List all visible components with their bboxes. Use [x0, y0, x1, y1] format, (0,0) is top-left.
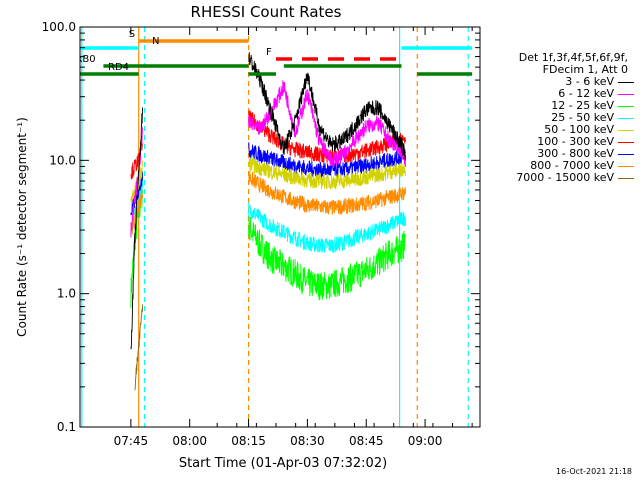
legend-entry: 3 - 6 keV [480, 76, 636, 88]
y-axis-label: Count Rate (s⁻¹ detector segment⁻¹) [15, 117, 29, 337]
x-axis-label: Start Time (01-Apr-03 07:32:02) [179, 456, 387, 471]
series-line-7 [130, 171, 406, 235]
chart-title: RHESSI Count Rates [191, 3, 342, 21]
legend-header-line-1: Det 1f,3f,4f,5f,6f,9f, [518, 51, 628, 64]
legend-entry: 800 - 7000 keV [480, 160, 636, 172]
legend: Det 1f,3f,4f,5f,6f,9f, FDecim 1, Att 0 3… [480, 52, 636, 184]
series-line-8 [134, 304, 144, 391]
timestamp: 16-Oct-2021 21:18 [556, 467, 632, 476]
legend-swatch [618, 117, 634, 119]
legend-entry: 50 - 100 keV [480, 124, 636, 136]
legend-header-line-2: FDecim 1, Att 0 [542, 63, 628, 76]
legend-entry: 100 - 300 keV [480, 136, 636, 148]
status-bar-label-0: S [129, 29, 135, 40]
legend-swatch [618, 81, 634, 83]
axes: 07:45 08:00 08:15 08:30 08:45 09:00 0.1 1.0 10.0… [42, 20, 480, 448]
status-bar-label-4: RB0 [75, 54, 95, 65]
legend-entries: 3 - 6 keV 6 - 12 keV 12 - 25 keV 25 - 50 ke… [480, 76, 636, 184]
y-tick-label-1: 1.0 [57, 287, 76, 301]
legend-swatch [618, 177, 634, 179]
legend-label: 12 - 25 keV [551, 99, 614, 112]
y-tick-label-3: 100.0 [42, 20, 76, 34]
status-bar-label-3: F [266, 47, 272, 58]
x-tick-label-5: 09:00 [408, 434, 443, 448]
x-tick-label-3: 08:30 [290, 434, 325, 448]
x-tick-label-2: 08:15 [231, 434, 266, 448]
legend-label: 25 - 50 keV [551, 111, 614, 124]
legend-label: 3 - 6 keV [565, 75, 614, 88]
legend-swatch [618, 153, 634, 155]
legend-entry: 7000 - 15000 keV [480, 172, 636, 184]
legend-entry: 25 - 50 keV [480, 112, 636, 124]
legend-swatch [618, 141, 634, 143]
legend-swatch [618, 105, 634, 107]
plot-frame [79, 26, 481, 428]
y-tick-label-2: 10.0 [49, 153, 76, 167]
x-tick-label-0: 07:45 [114, 434, 149, 448]
legend-swatch [618, 165, 634, 167]
legend-entry: 6 - 12 keV [480, 88, 636, 100]
legend-label: 50 - 100 keV [544, 123, 614, 136]
status-bar-label-1: N [152, 36, 159, 47]
legend-label: 800 - 7000 keV [530, 159, 614, 172]
series-layer: S N F RB0 RD4 [75, 27, 473, 427]
legend-label: 6 - 12 keV [558, 87, 614, 100]
x-tick-label-1: 08:00 [172, 434, 207, 448]
series-line-0 [130, 52, 406, 350]
status-bar-label-7: RD4 [108, 62, 129, 73]
legend-swatch [618, 129, 634, 131]
y-tick-label-0: 0.1 [57, 420, 76, 434]
legend-entry: 300 - 800 keV [480, 148, 636, 160]
plot-area: S N F RB0 RD4 [75, 27, 473, 427]
x-tick-label-4: 08:45 [349, 434, 384, 448]
legend-swatch [618, 93, 634, 95]
legend-label: 7000 - 15000 keV [516, 171, 614, 184]
legend-label: 300 - 800 keV [537, 147, 614, 160]
legend-label: 100 - 300 keV [537, 135, 614, 148]
legend-entry: 12 - 25 keV [480, 100, 636, 112]
